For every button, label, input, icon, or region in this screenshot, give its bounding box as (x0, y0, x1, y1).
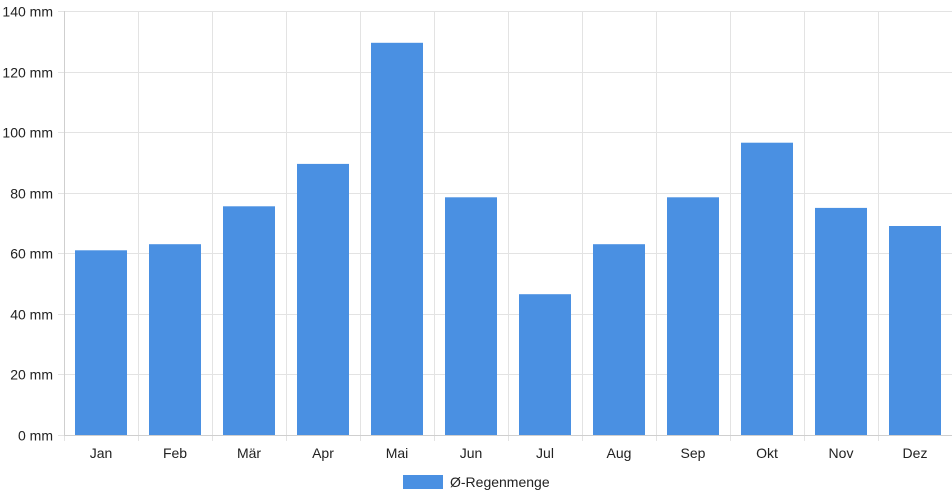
y-tick-label: 120 mm (2, 65, 53, 81)
bar-jul[interactable] (519, 294, 571, 435)
bars (75, 42, 941, 436)
bar-nov[interactable] (815, 207, 867, 435)
y-tick-label: 60 mm (10, 246, 53, 262)
x-tick-label: Sep (681, 445, 706, 461)
y-tick-label: 100 mm (2, 125, 53, 141)
legend[interactable]: Ø-Regenmenge (403, 474, 550, 490)
bar-okt[interactable] (741, 142, 793, 435)
y-axis-labels: 0 mm 20 mm 40 mm 60 mm 80 mm 100 mm 120 mm 140 … (2, 4, 53, 444)
bar-jun[interactable] (445, 197, 497, 435)
bar-feb[interactable] (149, 244, 201, 435)
bar-dez[interactable] (889, 226, 941, 435)
bar-apr[interactable] (297, 163, 349, 435)
y-tick-label: 20 mm (10, 367, 53, 383)
x-tick-label: Aug (607, 445, 632, 461)
x-tick-label: Okt (756, 445, 778, 461)
x-tick-label: Nov (829, 445, 854, 461)
bar-mai[interactable] (371, 42, 423, 436)
bar-jan[interactable] (75, 250, 127, 435)
y-tick-label: 0 mm (18, 428, 53, 444)
bar-aug[interactable] (593, 244, 645, 435)
x-axis-labels: Jan Feb Mär Apr Mai Jun Jul Aug Sep Okt Nov Dez (90, 445, 928, 461)
x-tick-label: Jun (460, 445, 483, 461)
bar-mär[interactable] (223, 206, 275, 435)
x-tick-label: Jan (90, 445, 113, 461)
x-tick-label: Mär (237, 445, 261, 461)
grid (58, 11, 952, 441)
y-tick-label: 40 mm (10, 307, 53, 323)
y-tick-label: 80 mm (10, 186, 53, 202)
x-tick-label: Apr (312, 445, 334, 461)
x-tick-label: Dez (903, 445, 928, 461)
bar-sep[interactable] (667, 197, 719, 435)
axes (64, 11, 952, 436)
y-tick-label: 140 mm (2, 4, 53, 20)
legend-swatch[interactable] (403, 475, 443, 489)
legend-label[interactable]: Ø-Regenmenge (450, 474, 550, 490)
x-tick-label: Feb (163, 445, 187, 461)
x-tick-label: Mai (386, 445, 409, 461)
x-tick-label: Jul (536, 445, 554, 461)
